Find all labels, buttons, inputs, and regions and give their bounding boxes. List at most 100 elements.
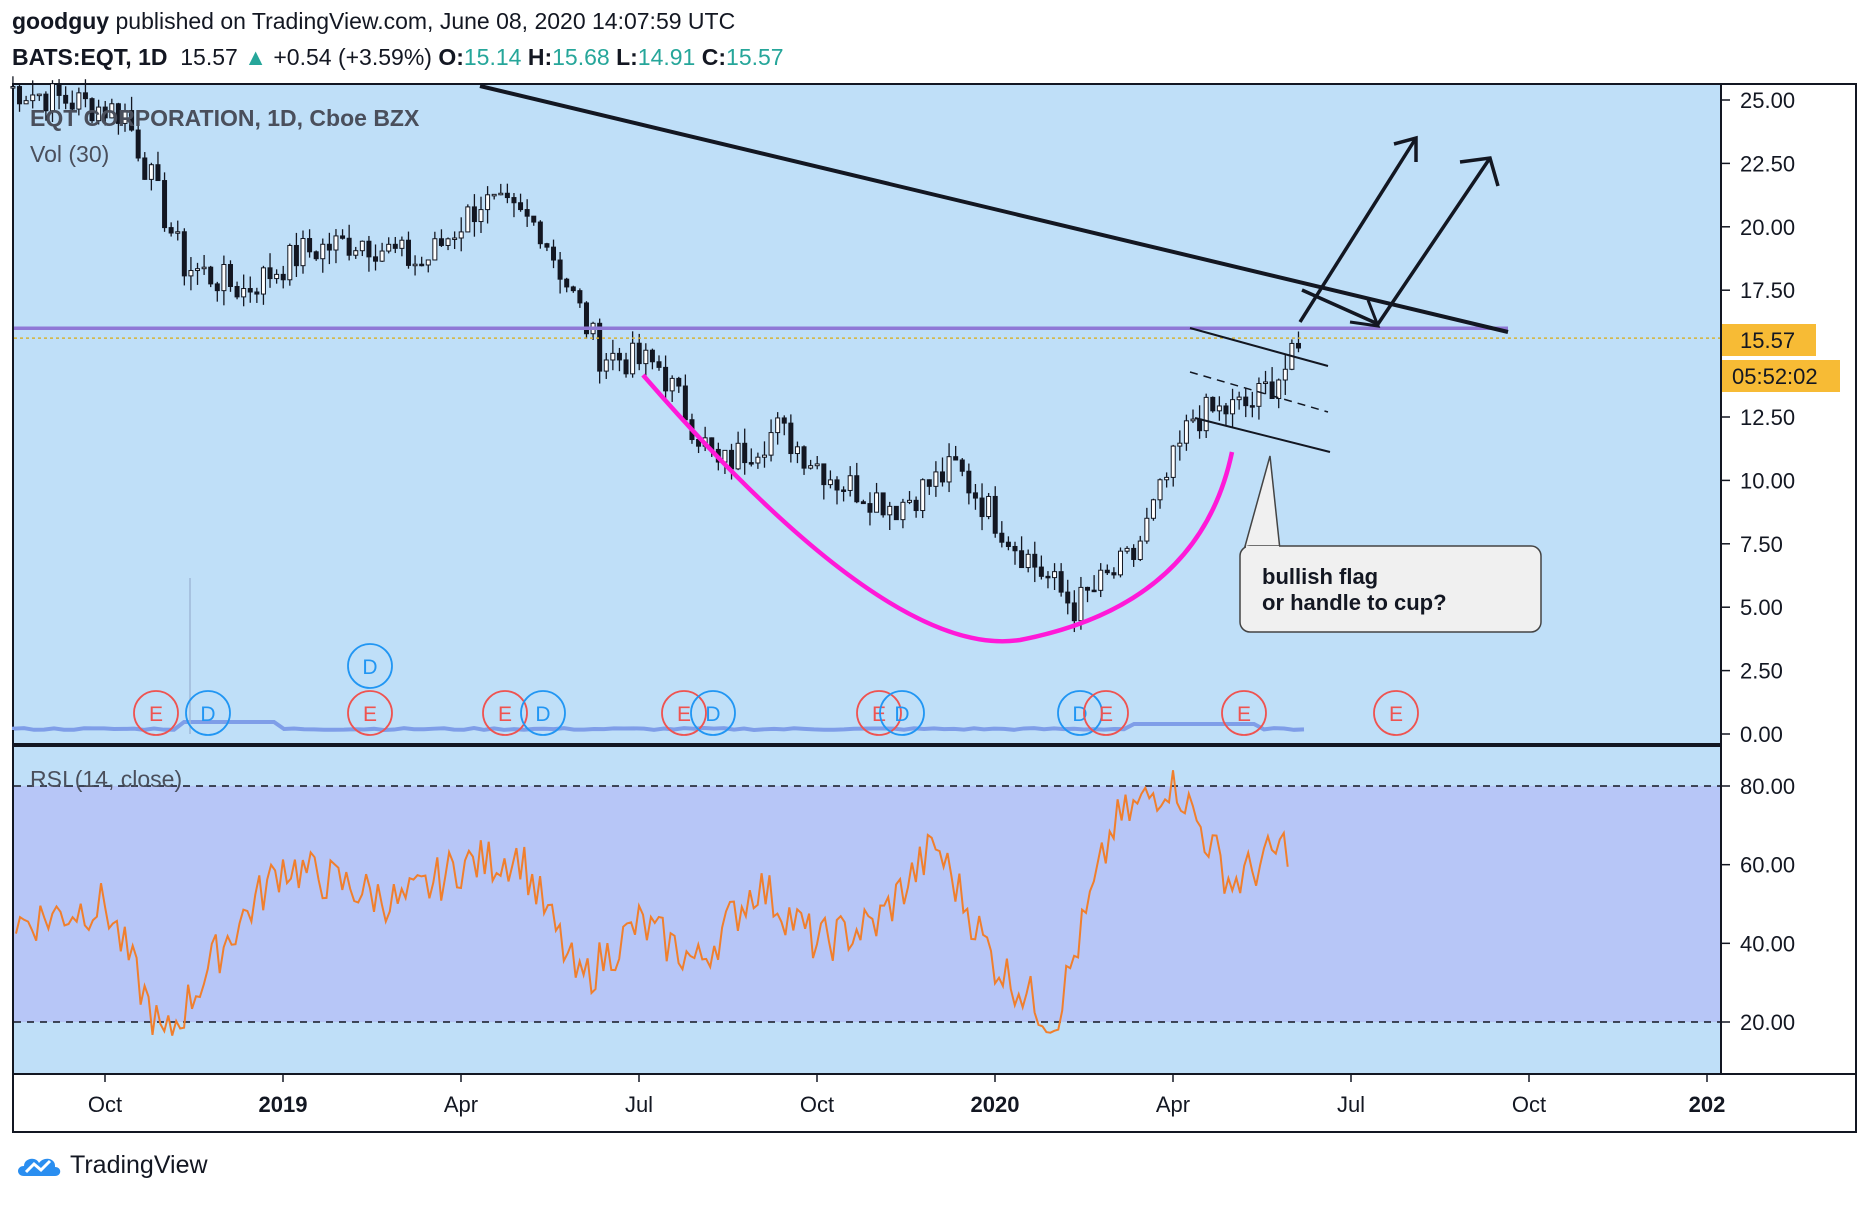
candle-body [148,164,154,180]
candle-body [1117,550,1123,576]
candle-body [142,157,148,180]
candle-body [115,103,121,124]
candle-body [458,231,464,239]
candle-body [287,244,293,281]
time-tick-label: Apr [444,1092,478,1117]
candle-body [821,463,827,486]
rsi-tick-label: 60.00 [1740,853,1795,878]
candle-body [1203,396,1209,432]
candle-body [1177,442,1183,447]
candle-body [452,237,458,240]
candle-body [966,470,972,494]
time-tick-label: Oct [1512,1092,1546,1117]
marker-circle [1373,690,1419,736]
candle-body [129,110,135,131]
marker-circle [879,690,925,736]
marker-circle [520,690,566,736]
callout-line-1: bullish flag [1262,564,1378,589]
candle-body [794,446,800,455]
candle-body [939,471,945,483]
candle-body [643,349,649,365]
candle-body [76,92,82,110]
candle-body [241,288,247,298]
marker-letter: D [362,656,377,679]
marker-letter: D [200,703,215,726]
candle-body [379,250,385,262]
candle-body [841,489,847,492]
tradingview-logo[interactable]: TradingView [14,1150,208,1180]
candle-body [1223,405,1229,415]
candle-body [649,349,655,363]
candle-body [775,417,781,434]
last-price-tag [1722,324,1816,356]
candle-body [1098,569,1104,591]
candle-body [254,291,260,295]
candle-body [234,285,240,298]
author-name: goodguy [12,8,110,34]
callout-line-2: or handle to cup? [1262,590,1447,615]
candle-body [122,110,128,124]
candle-body [1065,591,1071,604]
candle-body [577,290,583,304]
candle-body [827,479,833,486]
price-tick-label: 12.50 [1740,405,1795,430]
candle-body [438,238,444,246]
candle-body [801,446,807,469]
marker-circle [185,690,231,736]
candle-body [663,366,669,392]
candle-body [524,209,530,217]
candle-body [188,270,194,277]
candle-body [425,259,431,266]
candle-body [333,235,339,251]
flag-lower-line [1194,417,1331,453]
candle-body [260,267,266,295]
candle-body [900,501,906,521]
candle-body [247,288,253,293]
candle-body [465,206,471,233]
candle-body [109,103,115,119]
candle-body [307,238,313,253]
candle-body [43,93,49,112]
candle-body [17,86,23,105]
price-pane[interactable] [12,83,1722,745]
candle-body [399,239,405,249]
candle-body [359,240,365,252]
candle-body [267,267,273,280]
price-tick-label: 22.50 [1740,151,1795,176]
candle-body [729,449,735,470]
candle-body [1091,589,1097,593]
candle-body [986,495,992,518]
candle-body [992,495,998,534]
candle-body [999,532,1005,543]
candle-body [1124,547,1130,552]
earnings-marker: E [1083,690,1129,736]
candle-body [353,250,359,256]
price-change: +0.54 (+3.59%) [273,44,432,70]
candle-body [972,492,978,499]
candle-body [583,302,589,335]
earnings-marker: E [347,690,393,736]
low-value: 14.91 [637,44,696,70]
marker-circle [347,643,393,689]
marker-letter: D [705,703,720,726]
dividend-marker: D [690,690,736,736]
rsi-tick-label: 80.00 [1740,774,1795,799]
earnings-marker: E [661,690,707,736]
candle-body [69,102,75,110]
candle-body [1019,550,1025,569]
candle-body [946,456,952,483]
candle-body [1144,517,1150,542]
candle-body [1210,396,1216,412]
candle-body [1249,405,1255,408]
countdown-tag [1722,360,1840,392]
candle-body [630,342,636,375]
candle-body [537,221,543,245]
candle-body [30,94,36,102]
earnings-marker: E [133,690,179,736]
marker-circle [1057,690,1103,736]
candle-body [346,237,352,256]
candle-body [887,505,893,516]
marker-circle [1083,690,1129,736]
candle-body [564,278,570,288]
